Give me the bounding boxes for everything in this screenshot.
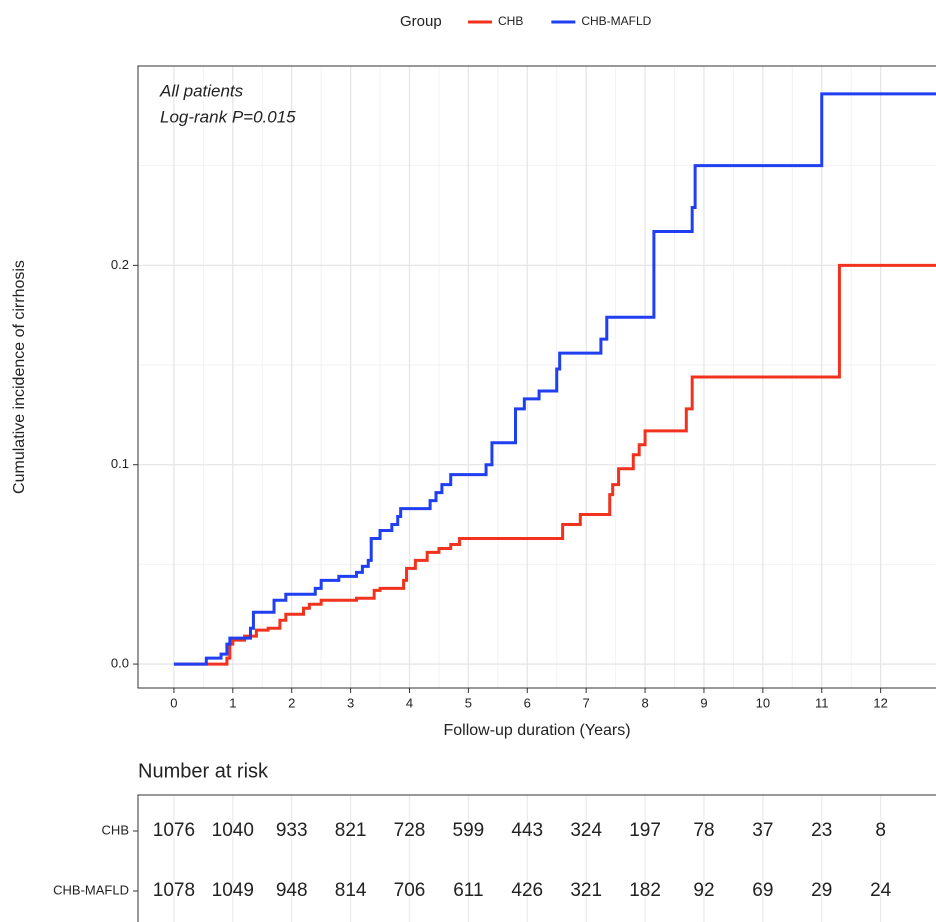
y-tick-label: 0.1 bbox=[111, 456, 129, 471]
y-tick-label: 0.2 bbox=[111, 257, 129, 272]
risk-value: 443 bbox=[511, 820, 543, 841]
risk-value: 29 bbox=[811, 880, 832, 901]
x-tick-label: 4 bbox=[406, 695, 413, 710]
annotation: All patients bbox=[159, 81, 244, 100]
risk-value: 821 bbox=[335, 820, 367, 841]
risk-value: 37 bbox=[752, 820, 773, 841]
risk-value: 706 bbox=[394, 880, 426, 901]
risk-value: 23 bbox=[811, 820, 832, 841]
risk-value: 599 bbox=[453, 820, 485, 841]
risk-value: 426 bbox=[511, 880, 543, 901]
risk-table-border bbox=[137, 794, 936, 922]
x-tick-label: 10 bbox=[756, 695, 770, 710]
legend-label: CHB bbox=[498, 14, 523, 28]
risk-value: 24 bbox=[870, 880, 892, 901]
x-tick-label: 8 bbox=[641, 695, 648, 710]
annotation: Log-rank P=0.015 bbox=[160, 107, 296, 126]
x-tick-label: 6 bbox=[524, 695, 531, 710]
y-tick-label: 0.0 bbox=[111, 656, 129, 671]
x-tick-label: 7 bbox=[583, 695, 590, 710]
x-tick-label: 2 bbox=[288, 695, 295, 710]
x-tick-label: 1 bbox=[229, 695, 236, 710]
plot-border bbox=[137, 65, 936, 689]
risk-value: 948 bbox=[276, 880, 308, 901]
series-line bbox=[173, 92, 936, 666]
risk-value: 69 bbox=[752, 880, 773, 901]
risk-table-title: Number at risk bbox=[138, 760, 269, 782]
risk-row-label: CHB-MAFLD bbox=[53, 882, 129, 897]
legend-title: Group bbox=[400, 13, 442, 30]
x-tick-label: 12 bbox=[873, 695, 887, 710]
risk-value: 1049 bbox=[212, 880, 254, 901]
risk-row-label: CHB bbox=[102, 822, 129, 837]
risk-value: 1040 bbox=[212, 820, 254, 841]
risk-value: 933 bbox=[276, 820, 308, 841]
risk-value: 8 bbox=[875, 820, 886, 841]
x-tick-label: 5 bbox=[465, 695, 472, 710]
risk-value: 182 bbox=[629, 880, 661, 901]
x-tick-label: 3 bbox=[347, 695, 354, 710]
risk-value: 197 bbox=[629, 820, 661, 841]
risk-value: 814 bbox=[335, 880, 367, 901]
legend-label: CHB-MAFLD bbox=[581, 14, 651, 28]
risk-value: 321 bbox=[570, 880, 602, 901]
risk-value: 92 bbox=[693, 880, 714, 901]
x-tick-label: 9 bbox=[700, 695, 707, 710]
risk-value: 611 bbox=[453, 880, 483, 901]
y-axis-label: Cumulative incidence of cirrhosis bbox=[11, 260, 28, 494]
series-line bbox=[173, 263, 936, 666]
risk-value: 1078 bbox=[153, 880, 195, 901]
risk-value: 78 bbox=[693, 820, 714, 841]
risk-value: 728 bbox=[394, 820, 426, 841]
risk-value: 1076 bbox=[153, 820, 195, 841]
x-axis-label: Follow-up duration (Years) bbox=[443, 722, 630, 739]
x-tick-label: 0 bbox=[170, 695, 177, 710]
x-tick-label: 11 bbox=[815, 695, 829, 710]
risk-value: 324 bbox=[570, 820, 602, 841]
